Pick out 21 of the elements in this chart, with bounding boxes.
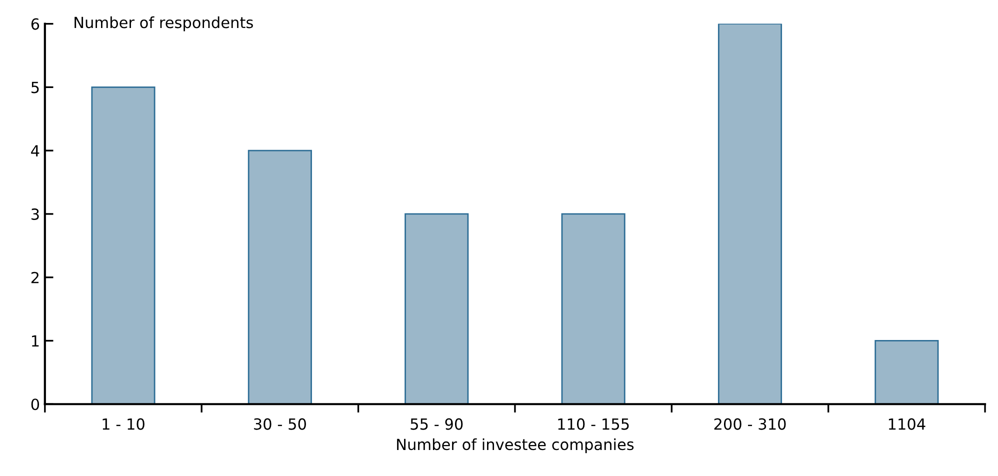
x-tick-label: 1104 xyxy=(888,418,926,430)
bar xyxy=(248,150,312,404)
x-tick-label: 1 - 10 xyxy=(102,418,144,430)
y-tick-label: 2 xyxy=(31,272,39,284)
y-axis-title: Number of respondents xyxy=(74,16,253,32)
y-tick-label: 5 xyxy=(32,82,39,94)
bar xyxy=(404,213,469,404)
x-tick-label: 110 - 155 xyxy=(558,418,629,430)
x-tick-label: 200 - 310 xyxy=(714,418,786,430)
y-tick-label: 0 xyxy=(31,398,40,410)
y-tick-label: 6 xyxy=(31,18,40,30)
x-tick-label: 55 - 90 xyxy=(410,418,463,430)
y-tick-label: 4 xyxy=(31,145,40,156)
bar xyxy=(874,340,939,404)
bar xyxy=(718,24,782,404)
y-tick-label: 1 xyxy=(32,335,39,347)
bar xyxy=(561,213,626,404)
x-tick-label: 30 - 50 xyxy=(254,418,306,430)
x-axis-title: Number of investee companies xyxy=(397,438,634,454)
y-tick-label: 3 xyxy=(31,208,39,220)
bar xyxy=(91,86,156,404)
